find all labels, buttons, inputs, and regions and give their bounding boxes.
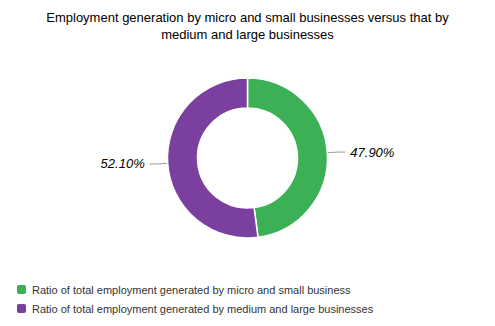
svg-text:47.90%: 47.90% (350, 145, 394, 160)
svg-text:medium and large businesses: medium and large businesses (161, 27, 334, 42)
svg-text:Ratio of total employment gene: Ratio of total employment generated by m… (32, 284, 351, 296)
svg-text:52.10%: 52.10% (101, 156, 145, 171)
svg-text:Ratio of total employment gene: Ratio of total employment generated by m… (32, 303, 374, 315)
svg-text:Employment generation by micro: Employment generation by micro and small… (46, 10, 449, 25)
